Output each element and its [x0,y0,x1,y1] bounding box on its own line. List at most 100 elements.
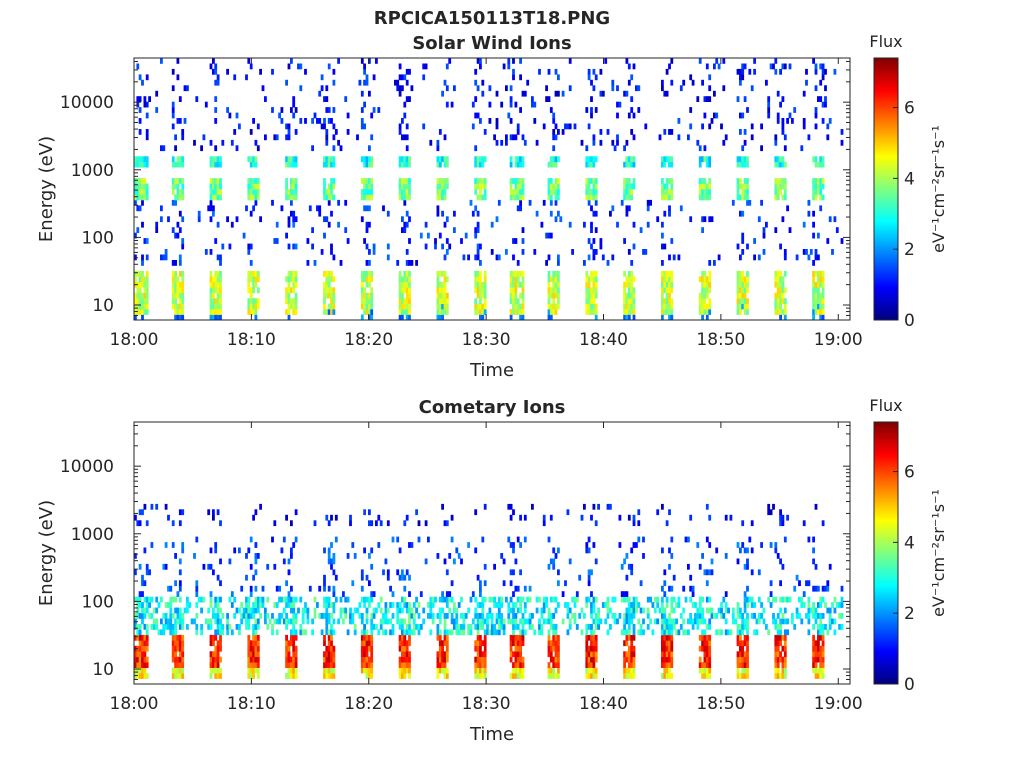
spectrogram-cell [701,673,704,679]
spectrogram-cell [620,596,624,603]
spectrogram-cell [287,221,291,228]
spectrogram-cell [254,656,258,663]
spectrogram-cell [779,618,782,625]
spectrogram-cell [824,68,827,75]
spectrogram-cell [769,509,773,516]
spectrogram-cell [216,189,220,195]
spectrogram-cell [514,303,518,310]
spectrogram-cell [145,276,149,283]
spectrogram-cell [436,210,440,217]
spectrogram-cell [549,640,553,647]
spectrogram-cell [401,629,404,636]
spectrogram-cell [408,613,411,619]
spectrogram-cell [332,254,336,261]
spectrogram-cell [403,134,407,141]
spectrogram-cell [405,145,409,152]
spectrogram-cell [186,85,189,92]
spectrogram-cell [497,629,501,636]
spectrogram-cell [627,281,631,288]
spectrogram-cell [290,194,293,201]
spectrogram-cell [590,221,593,228]
spectrogram-cell [370,640,374,647]
spectrogram-cell [568,58,572,64]
spectrogram-cell [665,309,669,315]
spectrogram-cell [514,602,518,608]
spectrogram-cell [443,558,447,565]
spectrogram-cell [171,656,175,663]
spectrogram-cell [401,194,404,201]
spectrogram-cell [698,607,702,614]
spectrogram-cell [164,618,168,625]
spectrogram-cell [476,303,480,310]
spectrogram-cell [741,232,745,239]
spectrogram-cell [772,63,775,70]
spectrogram-cell [377,542,381,548]
spectrogram-cell [266,613,270,619]
spectrogram-cell [332,303,336,310]
spectrogram-cell [370,634,374,641]
spectrogram-cell [661,607,664,614]
spectrogram-cell [368,58,371,64]
spectrogram-cell [625,161,629,168]
spectrogram-cell [280,107,284,113]
spectrogram-cell [587,662,591,668]
spectrogram-cell [519,634,522,641]
x-tick-label: 18:50 [696,694,745,714]
spectrogram-cell [542,123,546,130]
spectrogram-cell [384,629,388,636]
spectrogram-cell [346,129,350,135]
spectrogram-cell [800,596,804,603]
spectrogram-cell [325,662,329,668]
spectrogram-cell [474,68,478,75]
spectrogram-cell [703,156,707,163]
spectrogram-cell [221,629,225,636]
spectrogram-cell [410,629,414,636]
spectrogram-cell [370,292,374,299]
spectrogram-cell [316,118,319,124]
spectrogram-cell [819,634,823,641]
spectrogram-cell [290,303,293,310]
spectrogram-cell [375,58,378,64]
spectrogram-cell [627,79,631,86]
spectrogram-cell [783,298,787,304]
spectrogram-cell [821,667,825,674]
spectrogram-cell [698,563,702,570]
spectrogram-cell [625,618,629,625]
spectrogram-cell [287,662,291,668]
spectrogram-cell [838,602,841,608]
spectrogram-cell [256,183,260,190]
solar-wind-ions-panel: Solar Wind Ions 18:00 18:10 18:20 18:30 18:4… [36,32,948,381]
spectrogram-cell [519,161,522,168]
spectrogram-cell [290,161,293,168]
spectrogram-cell [266,624,270,630]
spectrogram-cell [167,216,170,223]
spectrogram-cell [408,542,411,548]
spectrogram-cell [540,607,544,614]
x-tick-label: 18:20 [344,330,393,350]
spectrogram-cell [545,596,548,603]
spectrogram-cell [592,634,596,641]
spectrogram-cell [323,281,326,288]
spectrogram-cell [219,189,222,195]
spectrogram-cell [143,238,147,244]
spectrogram-cell [807,210,811,217]
spectrogram-cell [233,613,237,619]
spectrogram-cell [401,667,404,674]
spectrogram-cell [245,624,248,630]
spectrogram-cell [181,624,185,630]
spectrogram-cell [592,292,596,299]
spectrogram-cell [776,270,780,277]
spectrogram-cell [368,281,371,288]
spectrogram-cell [219,314,222,321]
spectrogram-cell [547,309,551,315]
spectrogram-cell [181,542,185,548]
spectrogram-cell [838,613,841,619]
spectrogram-cell [401,227,404,233]
spectrogram-cell [564,580,567,587]
spectrogram-cell [632,613,636,619]
spectrogram-cell [663,189,667,195]
spectrogram-cell [474,287,478,294]
spectrogram-cell [585,270,589,277]
x-tick-label: 18:30 [462,330,511,350]
spectrogram-cell [590,243,593,250]
